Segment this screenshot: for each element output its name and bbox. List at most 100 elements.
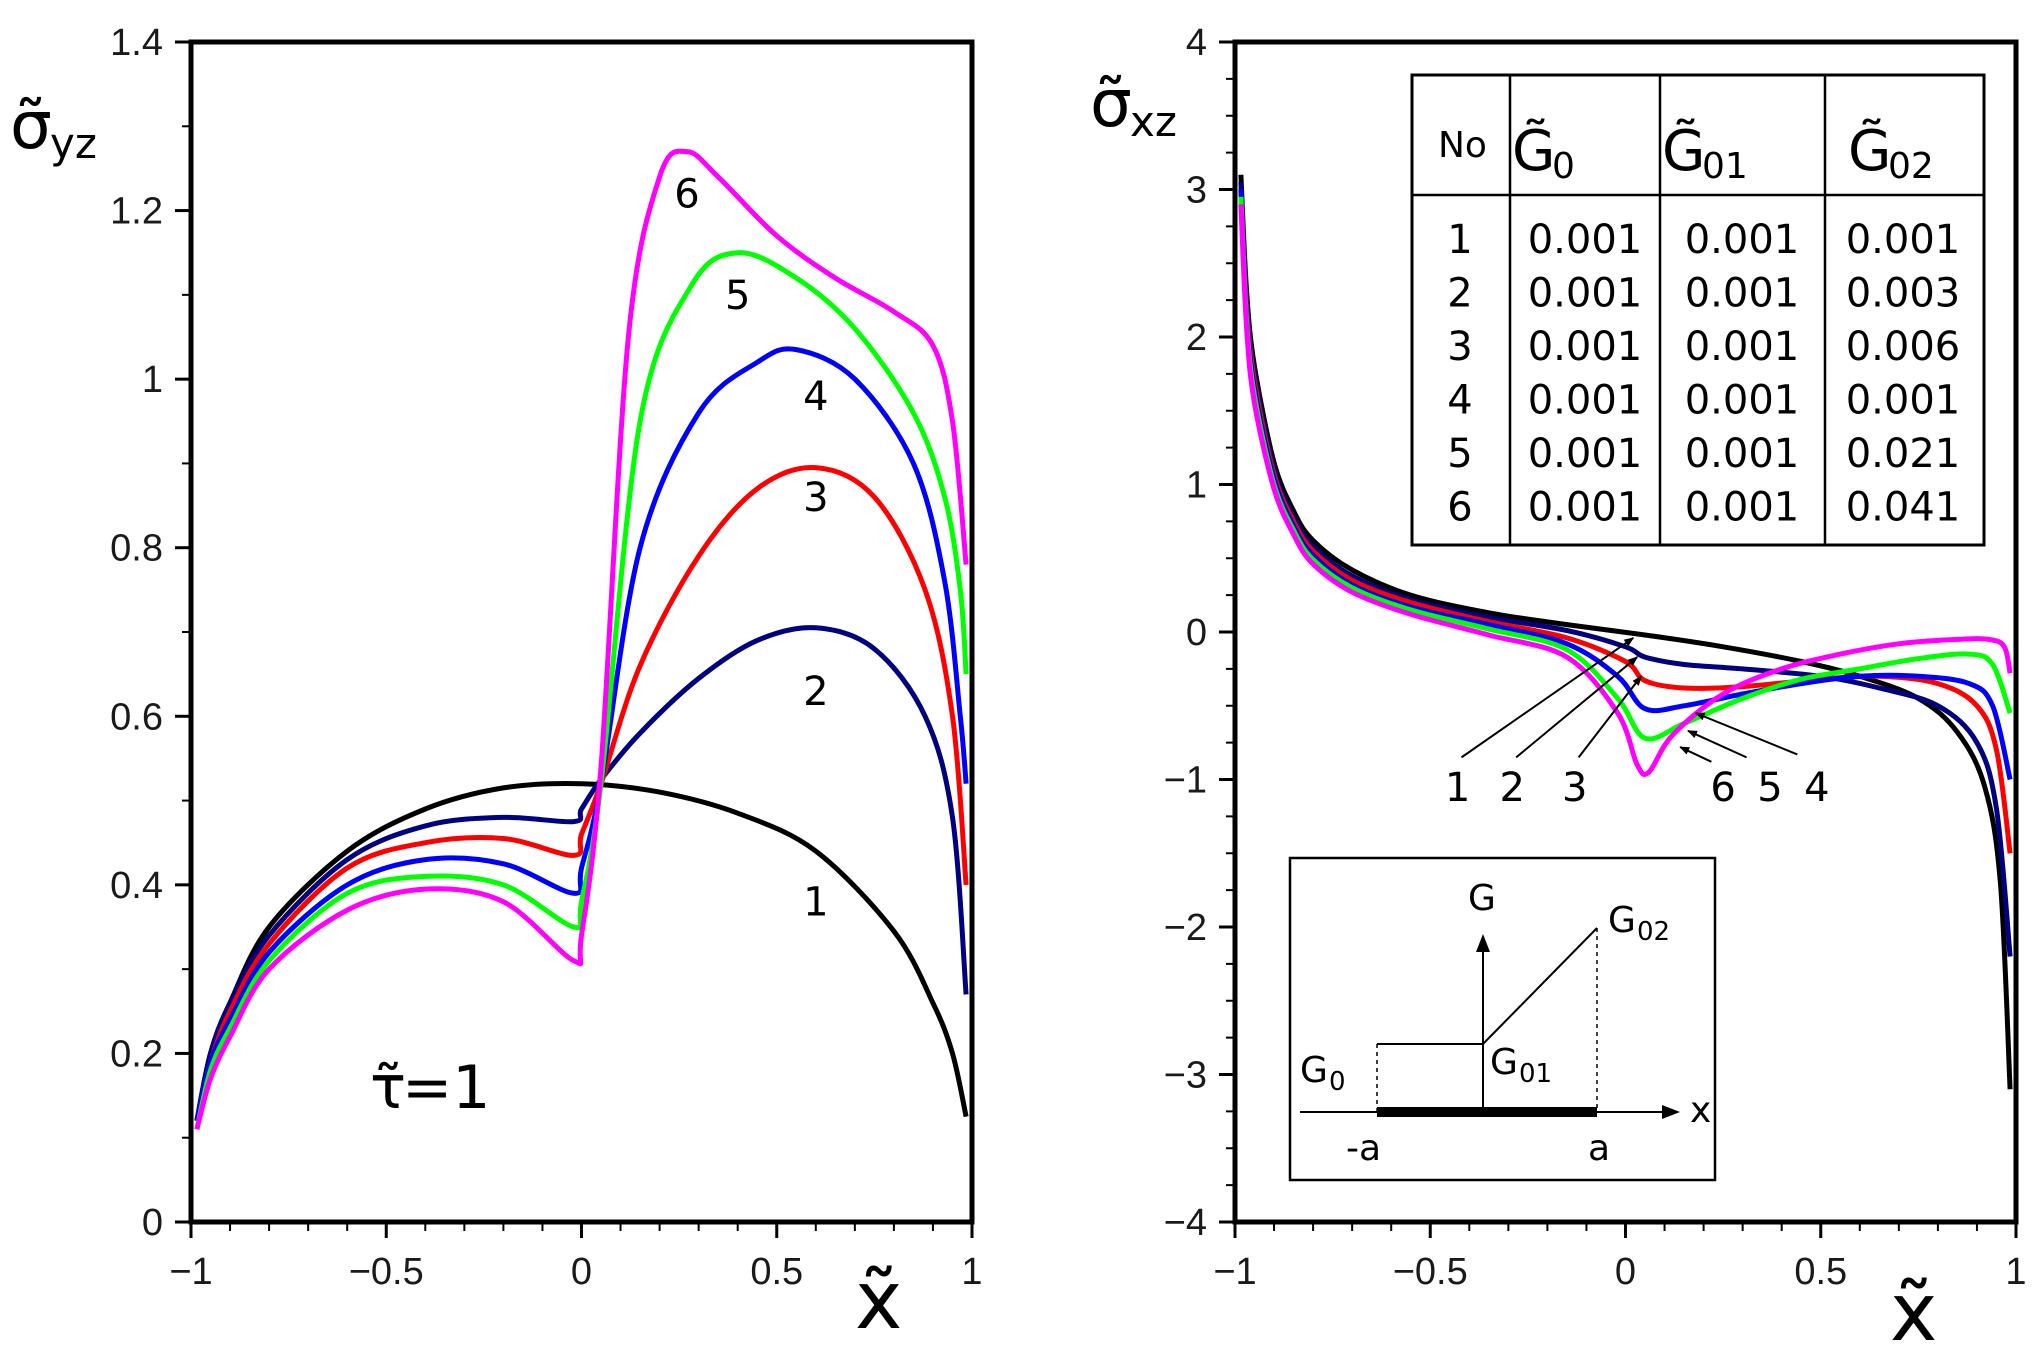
table-cell-no: 1 — [1447, 217, 1472, 263]
right-ytick-label: 4 — [1186, 22, 1207, 64]
left-curve-label-3: 3 — [803, 475, 828, 521]
inset-g0-sub: 0 — [1329, 1067, 1346, 1097]
left-ylabel-subscript: yz — [50, 119, 97, 168]
left-series-5-line — [194, 250, 969, 1130]
tau-symbol: τ̃ — [370, 1053, 406, 1123]
left-ytick-label: 0.2 — [110, 1033, 163, 1075]
right-xtick-label: −1 — [1213, 1251, 1256, 1293]
right-ytick-label: −3 — [1164, 1055, 1207, 1097]
right-curves — [1238, 174, 2013, 1090]
left-curve-label-4: 4 — [803, 374, 828, 420]
inset-frame — [1288, 856, 1717, 1182]
left-ytick-label: 1 — [142, 359, 163, 401]
table-cell-g02: 0.003 — [1846, 271, 1961, 317]
left-ytick-label: 0.4 — [110, 865, 163, 907]
table-cell-g0: 0.001 — [1528, 217, 1643, 263]
left-ylabel-symbol: σ̃ — [10, 87, 52, 164]
right-arrow-2 — [1515, 656, 1638, 759]
table-rows: 1 0.001 0.001 0.001 2 0.001 0.001 0.003 3 0.001 0.… — [1447, 217, 1960, 531]
right-arrow-6 — [1679, 746, 1712, 763]
table-cell-no: 2 — [1447, 271, 1472, 317]
left-ytick-label: 1.2 — [110, 191, 163, 233]
right-arrow-5 — [1687, 729, 1747, 759]
right-arrow-label-2: 2 — [1500, 765, 1525, 811]
inset-g01-label: G — [1490, 1042, 1518, 1083]
left-ticks: −1 −0.5 0 0.5 1 0 0.2 0.4 0.6 0.8 1 1.2 1.4 — [110, 22, 982, 1293]
inset-g-profile — [1377, 927, 1598, 1045]
inset-x-arrowhead — [1662, 1105, 1680, 1119]
inset-g02-label: G — [1608, 900, 1636, 941]
right-arrow-label-4: 4 — [1804, 765, 1829, 811]
inset-right-end-label: a — [1588, 1128, 1610, 1169]
table-cell-g01: 0.001 — [1685, 378, 1800, 424]
right-arrow-4 — [1694, 712, 1798, 756]
left-series-6-line — [194, 148, 969, 1130]
table-cell-g01: 0.001 — [1685, 485, 1800, 531]
table-cell-g02: 0.001 — [1846, 217, 1961, 263]
inset-g02-sub: 02 — [1637, 917, 1670, 947]
table-header-no: No — [1438, 125, 1487, 166]
inset-g-arrowhead — [1476, 934, 1490, 952]
left-series-3-line — [194, 464, 969, 1122]
table-cell-g0: 0.001 — [1528, 271, 1643, 317]
right-arrow-3 — [1577, 675, 1642, 758]
inset-x-axis-label: x — [1690, 1090, 1711, 1131]
table-header-g02-sub: 02 — [1888, 146, 1934, 187]
inset-g01-sub: 01 — [1519, 1059, 1552, 1089]
table-cell-g01: 0.001 — [1685, 324, 1800, 370]
right-ytick-label: 3 — [1186, 170, 1207, 212]
tau-value: =1 — [402, 1053, 490, 1123]
table-cell-g0: 0.001 — [1528, 324, 1643, 370]
right-xtick-label: 0 — [1615, 1251, 1636, 1293]
table-cell-no: 6 — [1447, 485, 1472, 531]
left-xtick-label: 0 — [571, 1251, 592, 1293]
table-cell-no: 4 — [1447, 378, 1472, 424]
right-series-6-line — [1238, 204, 2013, 778]
right-xlabel: x̃ — [1890, 1266, 1937, 1359]
right-xtick-label: −0.5 — [1393, 1251, 1468, 1293]
table-cell-g01: 0.001 — [1685, 271, 1800, 317]
left-plot-frame — [188, 39, 975, 1225]
left-series-2-line — [194, 625, 969, 1122]
left-curve-label-6: 6 — [674, 172, 699, 218]
left-ytick-label: 1.4 — [110, 22, 163, 64]
left-ytick-label: 0.8 — [110, 528, 163, 570]
right-ytick-label: −4 — [1164, 1202, 1207, 1244]
table-header-g01-symbol: G̃ — [1662, 119, 1705, 184]
left-series-4-line — [194, 346, 969, 1122]
right-arrow-label-5: 5 — [1757, 765, 1782, 811]
right-arrow-label-1: 1 — [1445, 765, 1470, 811]
inset-g0-label: G — [1300, 1050, 1328, 1091]
table-cell-g02: 0.021 — [1846, 431, 1961, 477]
right-ylabel-subscript: xz — [1130, 97, 1177, 146]
left-curve-labels: 1 2 3 4 5 6 — [674, 172, 828, 926]
right-ytick-label: −2 — [1164, 907, 1207, 949]
table-cell-g0: 0.001 — [1528, 485, 1643, 531]
left-xtick-label: −1 — [169, 1251, 212, 1293]
right-ytick-label: 1 — [1186, 465, 1207, 507]
left-xtick-label: 1 — [961, 1251, 982, 1293]
right-xtick-label: 1 — [2005, 1251, 2026, 1293]
inset-g-axis-label: G — [1468, 878, 1496, 919]
left-xlabel: x̃ — [855, 1254, 902, 1347]
table-header-g0-sub: 0 — [1552, 146, 1575, 187]
left-ytick-label: 0.6 — [110, 696, 163, 738]
table-cell-g02: 0.001 — [1846, 378, 1961, 424]
right-ylabel-symbol: σ̃ — [1090, 65, 1132, 142]
right-arrow-label-3: 3 — [1562, 765, 1587, 811]
inset-schematic: G x G 0 G 01 G 02 -a a — [1288, 856, 1717, 1182]
right-xtick-label: 0.5 — [1794, 1251, 1847, 1293]
table-cell-g02: 0.006 — [1846, 324, 1961, 370]
table-cell-g0: 0.001 — [1528, 378, 1643, 424]
right-arrow-label-6: 6 — [1710, 765, 1735, 811]
right-ytick-label: −1 — [1164, 760, 1207, 802]
table-cell-g02: 0.041 — [1846, 485, 1961, 531]
right-arrow-1 — [1460, 637, 1635, 759]
left-ytick-label: 0 — [142, 1202, 163, 1244]
table-cell-no: 3 — [1447, 324, 1472, 370]
parameter-table: No G̃ 0 G̃ 01 G̃ 02 1 0.001 0.001 0.001 2 0.0… — [1410, 73, 1986, 547]
